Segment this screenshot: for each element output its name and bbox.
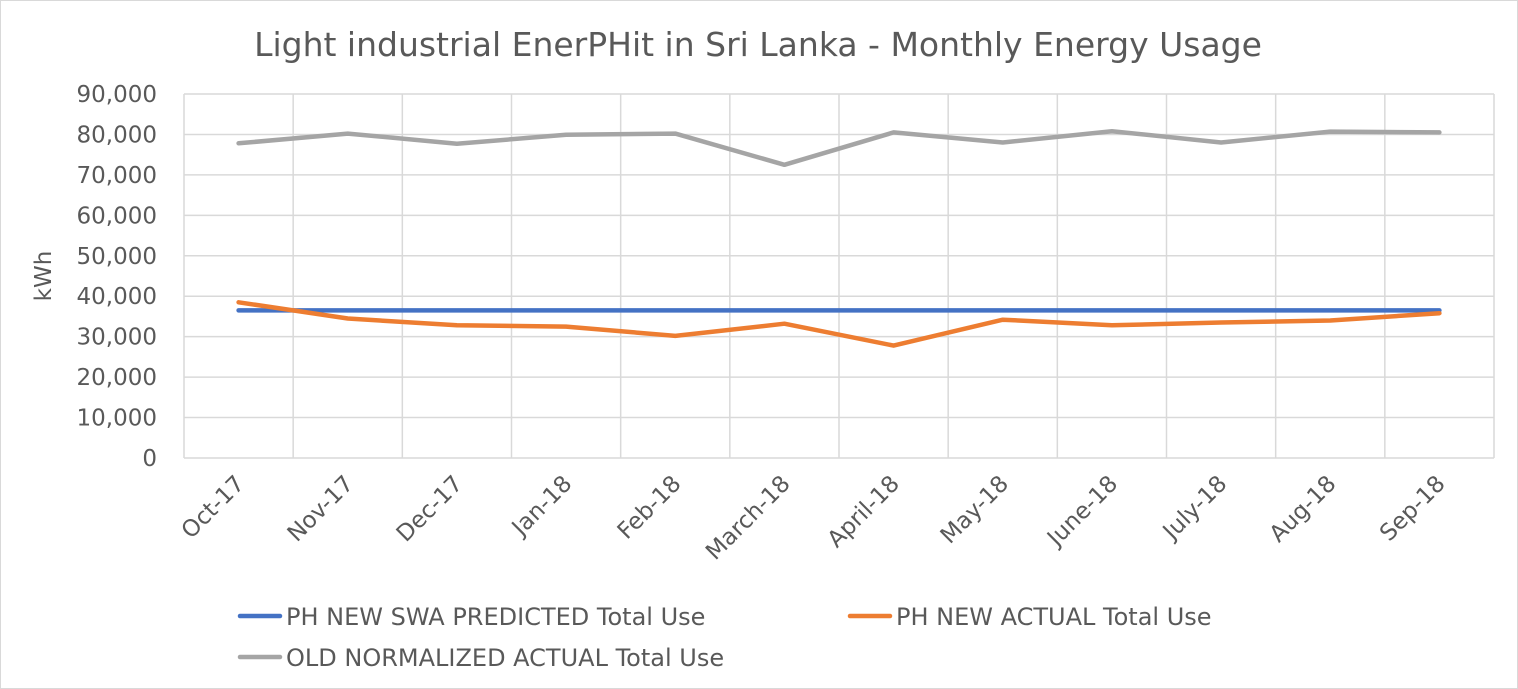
grid-lines: [183, 93, 1495, 459]
y-tick-label: 90,000: [77, 82, 157, 108]
y-tick-label: 0: [142, 446, 157, 472]
y-tick-label: 20,000: [77, 365, 157, 391]
y-tick-label: 40,000: [77, 284, 157, 310]
x-tick-label: Feb-18: [613, 471, 687, 545]
x-tick-label: Aug-18: [1265, 471, 1342, 548]
x-tick-label: Nov-17: [283, 471, 359, 547]
x-tick-label: Sep-18: [1375, 471, 1451, 547]
y-tick-label: 80,000: [77, 122, 157, 148]
x-tick-label: Jan-18: [506, 471, 577, 542]
y-tick-label: 50,000: [77, 244, 157, 270]
series-lines: [236, 128, 1442, 348]
legend-label: PH NEW ACTUAL Total Use: [896, 603, 1212, 631]
legend-label: OLD NORMALIZED ACTUAL Total Use: [286, 644, 724, 672]
y-axis-title: kWh: [31, 251, 57, 302]
series-line-2: [236, 300, 1442, 348]
y-tick-label: 70,000: [77, 163, 157, 189]
legend: PH NEW SWA PREDICTED Total Use PH NEW ACT…: [237, 603, 1212, 672]
y-axis-ticks: 0 10,000 20,000 30,000 40,000 50,000 60,000 70,…: [77, 82, 157, 472]
y-tick-label: 60,000: [77, 203, 157, 229]
y-tick-label: 30,000: [77, 325, 157, 351]
x-axis-ticks: Oct-17 Nov-17 Dec-17 Jan-18 Feb-18 March-18 Ap…: [177, 471, 1451, 566]
series-line-3: [236, 128, 1442, 168]
x-tick-label: July-18: [1157, 471, 1232, 546]
legend-label: PH NEW SWA PREDICTED Total Use: [286, 603, 705, 631]
y-tick-label: 10,000: [77, 406, 157, 432]
x-tick-label: June-18: [1041, 471, 1123, 553]
x-tick-label: May-18: [936, 471, 1014, 549]
x-tick-label: March-18: [701, 471, 796, 566]
x-tick-label: April-18: [823, 471, 905, 553]
chart-title: Light industrial EnerPHit in Sri Lanka -…: [254, 25, 1262, 64]
x-tick-label: Dec-17: [392, 471, 468, 547]
x-tick-label: Oct-17: [177, 471, 250, 544]
